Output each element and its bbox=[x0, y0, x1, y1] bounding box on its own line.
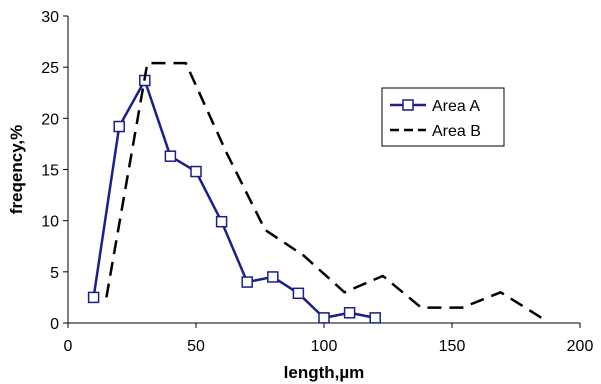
y-tick-label: 20 bbox=[41, 111, 59, 128]
data-point bbox=[369, 312, 381, 324]
legend-label-2: Area B bbox=[432, 123, 481, 140]
y-tick-label: 30 bbox=[41, 9, 59, 26]
data-point bbox=[241, 276, 253, 288]
series-line-1 bbox=[92, 79, 376, 320]
data-point bbox=[267, 271, 279, 283]
x-tick-label: 200 bbox=[567, 338, 594, 355]
y-tick-label: 10 bbox=[41, 214, 59, 231]
x-tick-label: 0 bbox=[64, 338, 73, 355]
x-tick-label: 50 bbox=[187, 338, 205, 355]
data-point bbox=[113, 120, 125, 133]
plot-area bbox=[87, 61, 543, 324]
y-tick-label: 15 bbox=[41, 163, 59, 180]
data-point bbox=[190, 165, 202, 178]
data-point bbox=[87, 291, 100, 304]
x-tick-label: 100 bbox=[311, 338, 338, 355]
series-line-2 bbox=[105, 61, 543, 319]
y-axis-title: freqency,% bbox=[7, 125, 26, 214]
legend-box bbox=[381, 87, 505, 147]
x-tick-label: 150 bbox=[439, 338, 466, 355]
x-axis-title: length,µm bbox=[284, 363, 365, 382]
y-tick-label: 0 bbox=[50, 316, 59, 333]
axes: 0 5 10 15 20 25 30 0 50 100 150 200 bbox=[41, 9, 593, 355]
legend-marker bbox=[402, 99, 414, 111]
data-point bbox=[318, 312, 330, 324]
data-point bbox=[343, 307, 356, 319]
data-point bbox=[292, 287, 305, 300]
y-tick-label: 5 bbox=[50, 265, 59, 282]
legend: Area A Area B bbox=[381, 87, 505, 147]
data-point bbox=[215, 215, 228, 228]
data-point bbox=[164, 150, 177, 162]
legend-label-1: Area A bbox=[432, 98, 480, 115]
y-tick-label: 25 bbox=[41, 60, 59, 77]
